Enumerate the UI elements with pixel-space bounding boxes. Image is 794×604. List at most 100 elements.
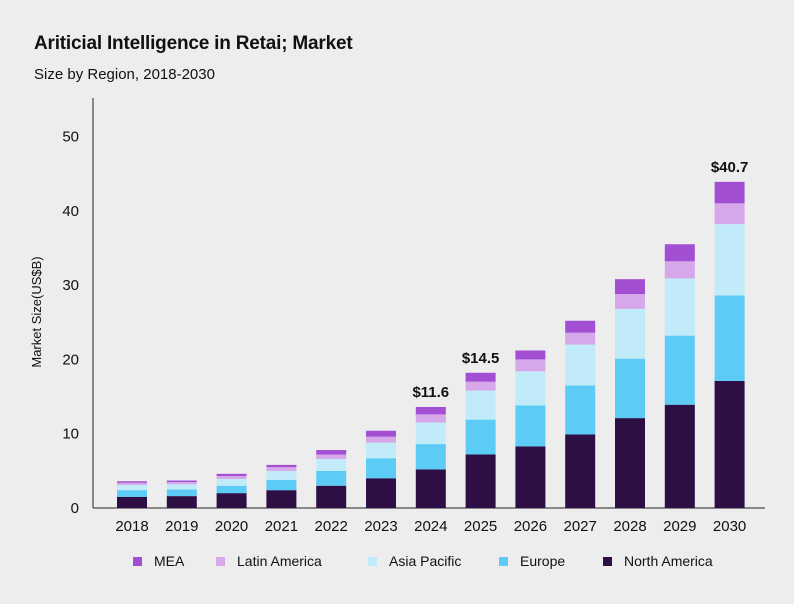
bar-segment-latin-america	[515, 359, 546, 372]
legend-label: North America	[624, 553, 713, 569]
y-tick-label: 0	[71, 500, 79, 517]
chart-subtitle: Size by Region, 2018-2030	[34, 66, 215, 83]
legend-swatch	[603, 556, 612, 566]
x-tick-label: 2025	[464, 518, 497, 535]
x-tick-label: 2023	[364, 518, 397, 535]
bar-segment-latin-america	[664, 261, 695, 279]
bar-segment-asia-pacific	[515, 371, 546, 406]
legend-swatch	[499, 556, 508, 566]
bar-segment-asia-pacific	[117, 484, 147, 491]
bar-segment-asia-pacific	[216, 479, 247, 486]
legend-swatch	[216, 556, 225, 566]
bar-segment-mea	[664, 244, 695, 262]
bar-segment-europe	[366, 458, 396, 479]
y-tick-label: 30	[62, 277, 79, 294]
bar-segment-north-america	[366, 478, 396, 508]
bar-segment-mea	[366, 430, 396, 437]
legend-label: Latin America	[237, 553, 322, 569]
bar-segment-north-america	[117, 496, 147, 508]
legend-item-asia-pacific: Asia Pacific	[368, 553, 461, 569]
bar-segment-north-america	[316, 485, 347, 508]
bar-segment-north-america	[714, 380, 745, 508]
bar-segment-asia-pacific	[465, 390, 496, 420]
bar-segment-asia-pacific	[615, 308, 645, 359]
bar-segment-europe	[664, 335, 695, 405]
bar-segment-asia-pacific	[316, 458, 347, 471]
bar-segment-asia-pacific	[664, 278, 695, 336]
bar-segment-europe	[465, 419, 496, 455]
chart-legend: MEA Latin America Asia Pacific Europe North …	[0, 553, 794, 575]
bar-segment-north-america	[664, 404, 695, 508]
legend-label: Asia Pacific	[389, 553, 462, 569]
bar-segment-europe	[166, 489, 197, 497]
bar-segment-latin-america	[565, 332, 596, 345]
bar-segment-mea	[117, 481, 147, 483]
x-tick-label: 2018	[115, 518, 148, 535]
y-tick-label: 20	[62, 351, 79, 368]
bar-segment-north-america	[515, 446, 546, 508]
y-tick-label: 10	[62, 426, 79, 443]
x-tick-label: 2028	[613, 518, 646, 535]
x-tick-label: 2022	[315, 518, 348, 535]
x-tick-label: 2020	[215, 518, 248, 535]
legend-item-europe: Europe	[499, 553, 565, 569]
bar-segment-latin-america	[465, 381, 496, 391]
bar-segment-europe	[565, 385, 596, 435]
bar-segment-asia-pacific	[565, 344, 596, 386]
bar-segment-europe	[216, 485, 247, 494]
bar-segment-europe	[515, 405, 546, 447]
bar-segment-north-america	[266, 490, 297, 508]
bar-segment-asia-pacific	[415, 422, 446, 445]
data-label: $14.5	[462, 350, 500, 367]
bar-segment-mea	[465, 372, 496, 382]
bar-segment-latin-america	[166, 481, 197, 485]
legend-item-latin-america: Latin America	[216, 553, 322, 569]
bar-segment-mea	[615, 279, 645, 295]
bar-segment-mea	[266, 464, 297, 468]
bar-segment-mea	[714, 181, 745, 204]
x-tick-label: 2030	[713, 518, 746, 535]
y-axis-label: Market Size(US$B)	[29, 256, 44, 367]
bar-segment-latin-america	[415, 414, 446, 423]
bar-segment-mea	[415, 406, 446, 415]
bar-segment-latin-america	[316, 454, 347, 459]
bar-segment-asia-pacific	[714, 224, 745, 296]
bar-segment-mea	[515, 350, 546, 360]
bar-segment-asia-pacific	[166, 484, 197, 490]
bar-segment-europe	[316, 470, 347, 486]
x-tick-label: 2019	[165, 518, 198, 535]
legend-label: Europe	[520, 553, 566, 569]
bar-segment-latin-america	[714, 203, 745, 225]
legend-item-north-america: North America	[603, 553, 713, 569]
y-tick-label: 40	[62, 203, 79, 220]
bar-segment-latin-america	[615, 294, 645, 309]
bar-segment-europe	[117, 490, 147, 497]
bar-segment-asia-pacific	[366, 442, 396, 459]
bar-segment-latin-america	[266, 467, 297, 471]
y-tick-label: 50	[62, 129, 79, 146]
bar-segment-europe	[415, 444, 446, 470]
bar-segment-north-america	[465, 454, 496, 508]
bar-segment-mea	[216, 473, 247, 477]
x-tick-label: 2021	[265, 518, 298, 535]
bar-segment-europe	[615, 358, 645, 419]
legend-swatch	[368, 556, 377, 566]
data-label: $11.6	[412, 384, 449, 401]
bar-segment-north-america	[615, 418, 645, 508]
bar-segment-europe	[266, 479, 297, 491]
chart-title: Ariticial Intelligence in Retai; Market	[34, 33, 353, 54]
bar-segment-mea	[166, 480, 197, 482]
bar-segment-latin-america	[366, 436, 396, 443]
data-label: $40.7	[711, 159, 749, 176]
bar-segment-asia-pacific	[266, 470, 297, 480]
bar-segment-north-america	[565, 434, 596, 508]
bar-segment-europe	[714, 295, 745, 381]
bar-segment-north-america	[216, 493, 247, 508]
x-tick-label: 2027	[564, 518, 597, 535]
bar-segment-north-america	[415, 469, 446, 508]
legend-label: MEA	[154, 553, 185, 569]
bar-segment-mea	[565, 320, 596, 333]
x-tick-label: 2029	[663, 518, 696, 535]
x-tick-label: 2026	[514, 518, 547, 535]
